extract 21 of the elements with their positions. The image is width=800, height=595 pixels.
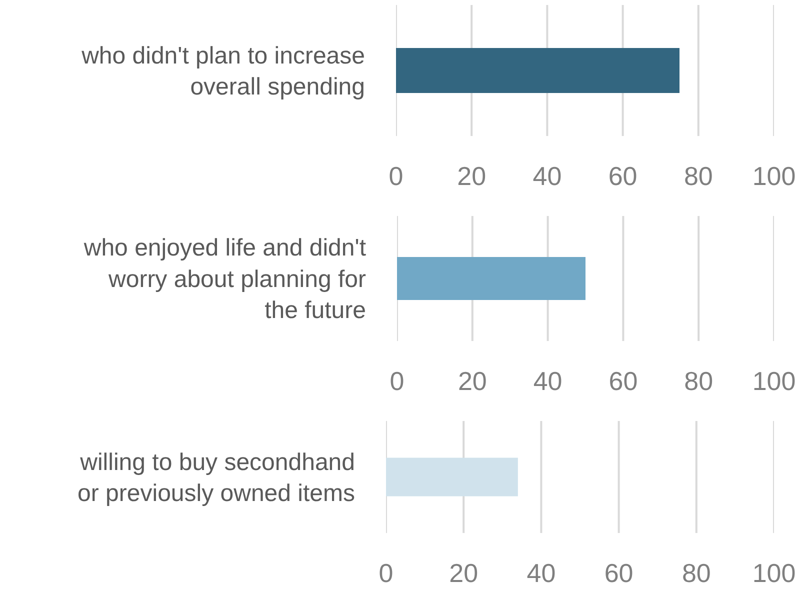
x-tick-label: 80 [684,161,713,191]
x-tick-label: 20 [457,161,486,191]
x-tick-label: 60 [608,161,638,191]
x-tick-label: 20 [458,366,487,396]
x-tick-label: 40 [526,558,556,588]
x-tick-label: 40 [532,161,562,191]
x-tick-label: 60 [608,366,638,396]
x-tick-label: 100 [752,558,796,588]
x-tick-label: 60 [604,558,634,588]
x-tick-label: 20 [449,558,478,588]
x-tick-label: 100 [752,161,796,191]
x-tick-label: 0 [378,558,394,588]
x-tick-label: 80 [682,558,711,588]
x-tick-label: 0 [388,161,404,191]
y-tick-label: who enjoyed life and didn't worry about planning for the future [82,234,366,324]
x-tick-label: 80 [684,366,714,396]
x-tick-label: 0 [390,366,404,396]
y-tick-label: willing to buy secondhand or previously owned items [78,448,355,507]
x-tick-label: 100 [752,366,796,396]
x-tick-label: 40 [533,366,562,396]
y-tick-label: who didn't plan to increase overall spending [80,42,365,100]
